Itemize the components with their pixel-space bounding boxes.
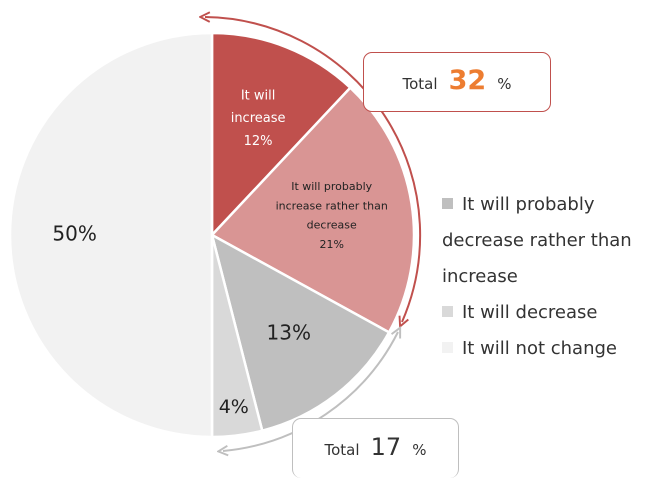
legend-item-decrease: It will decrease [442, 295, 657, 331]
legend: It will probably decrease rather than in… [442, 187, 657, 367]
total-decrease-callout: Total 17 % [292, 418, 459, 478]
total-decrease-bracket-arc [223, 332, 398, 451]
legend-item-no-change: It will not change [442, 331, 657, 367]
legend-item-probably-decrease: It will probably [442, 187, 657, 223]
legend-swatch [442, 342, 453, 353]
slice-label: It will probably [291, 180, 372, 193]
legend-label: It will not change [462, 338, 617, 359]
legend-label: It will probably [462, 194, 595, 215]
legend-label-continued: increase [442, 266, 518, 287]
slice-label: 12% [244, 134, 273, 149]
slice-label: increase rather than [276, 199, 388, 212]
callout-value: 17 [370, 433, 402, 461]
pie-slice [8, 31, 214, 439]
slice-label: 21% [319, 238, 343, 251]
slice-label: It will [241, 88, 276, 103]
slice-label: decrease [307, 219, 357, 232]
legend-swatch [442, 306, 453, 317]
callout-unit: % [412, 441, 427, 459]
callout-label: Total [402, 75, 438, 93]
callout-unit: % [497, 75, 512, 93]
legend-swatch [442, 198, 453, 209]
slice-label: 50% [52, 222, 96, 246]
total-increase-callout: Total 32 % [363, 52, 551, 112]
slice-label: 13% [267, 320, 311, 344]
slice-label: 4% [219, 396, 249, 418]
callout-label: Total [324, 441, 360, 459]
slice-label: increase [231, 111, 286, 126]
callout-value: 32 [448, 65, 487, 96]
legend-label-continued: decrease rather than [442, 230, 632, 251]
legend-label: It will decrease [462, 302, 598, 323]
total-increase-bracket-arc [205, 17, 422, 322]
